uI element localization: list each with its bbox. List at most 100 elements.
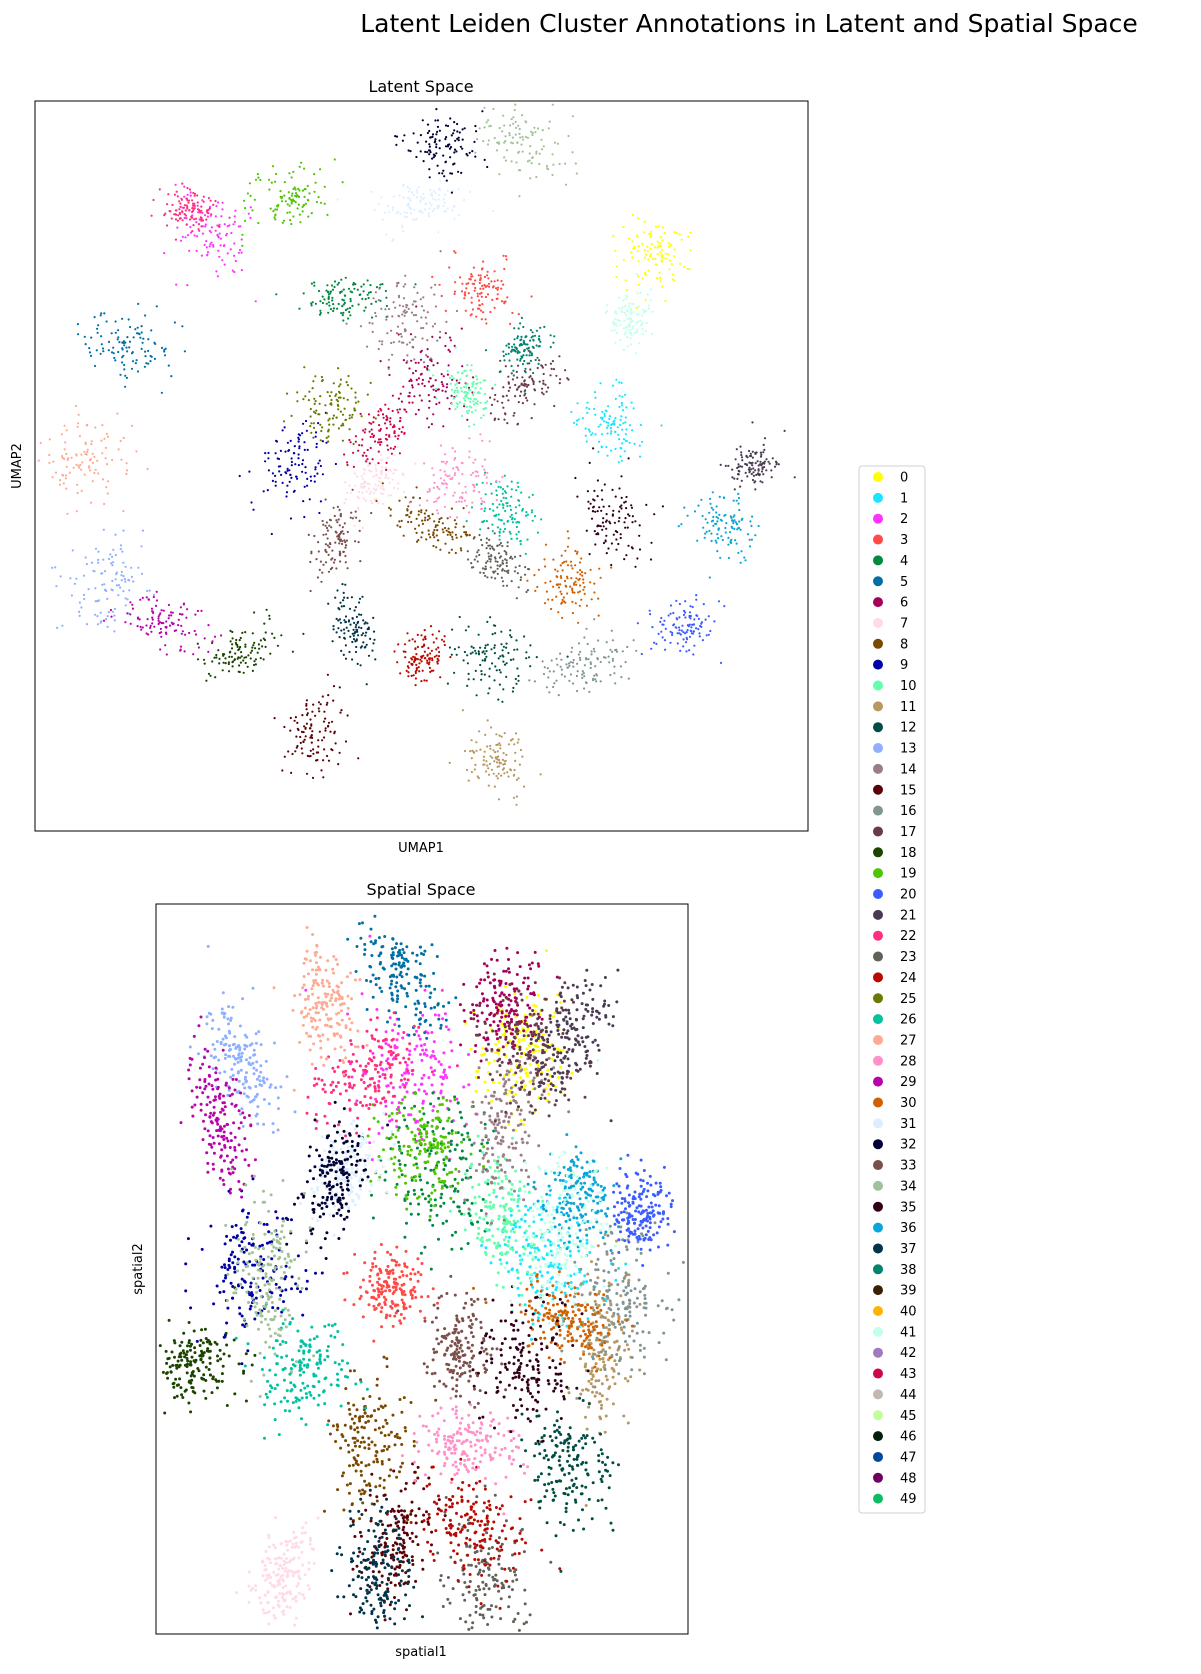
point-cluster-31 bbox=[413, 208, 416, 211]
point-cluster-18 bbox=[237, 670, 240, 673]
point-cluster-9 bbox=[279, 449, 282, 452]
point-cluster-2 bbox=[425, 1092, 428, 1096]
point-cluster-30 bbox=[569, 585, 572, 588]
latent-axes-frame bbox=[34, 100, 809, 832]
point-cluster-12 bbox=[502, 660, 505, 663]
point-cluster-28 bbox=[443, 453, 447, 456]
point-cluster-16 bbox=[593, 650, 596, 653]
point-cluster-11 bbox=[461, 709, 464, 712]
point-cluster-2 bbox=[430, 1031, 434, 1034]
point-cluster-20 bbox=[676, 618, 679, 621]
point-cluster-41 bbox=[632, 311, 635, 314]
point-cluster-7 bbox=[356, 495, 359, 498]
point-cluster-3 bbox=[489, 310, 492, 314]
point-cluster-2 bbox=[411, 1072, 414, 1076]
point-cluster-34 bbox=[488, 125, 491, 128]
point-cluster-27 bbox=[96, 459, 99, 462]
point-cluster-14 bbox=[402, 341, 405, 344]
point-cluster-26 bbox=[525, 510, 528, 514]
point-cluster-10 bbox=[474, 401, 477, 404]
point-cluster-11 bbox=[490, 726, 493, 729]
point-cluster-18 bbox=[239, 661, 242, 664]
point-cluster-25 bbox=[343, 407, 346, 410]
point-cluster-30 bbox=[580, 557, 583, 560]
point-cluster-36 bbox=[708, 511, 711, 514]
point-cluster-4 bbox=[337, 281, 340, 284]
point-cluster-26 bbox=[479, 528, 482, 531]
point-cluster-14 bbox=[386, 332, 389, 335]
point-cluster-1 bbox=[616, 426, 619, 429]
point-cluster-23 bbox=[501, 562, 505, 565]
point-cluster-12 bbox=[513, 648, 516, 651]
point-cluster-9 bbox=[267, 457, 270, 460]
point-cluster-1 bbox=[621, 428, 624, 431]
point-cluster-20 bbox=[689, 605, 692, 608]
point-cluster-34 bbox=[514, 126, 518, 129]
point-cluster-0 bbox=[556, 993, 560, 997]
point-cluster-25 bbox=[325, 412, 328, 415]
point-cluster-2 bbox=[195, 235, 199, 238]
point-cluster-8 bbox=[407, 505, 410, 508]
point-cluster-22 bbox=[173, 213, 176, 216]
point-cluster-19 bbox=[268, 188, 271, 191]
point-cluster-17 bbox=[497, 418, 500, 421]
point-cluster-31 bbox=[373, 208, 376, 211]
point-cluster-16 bbox=[611, 659, 615, 662]
point-cluster-28 bbox=[474, 475, 478, 478]
point-cluster-13 bbox=[119, 547, 122, 551]
point-cluster-2 bbox=[209, 243, 212, 246]
point-cluster-37 bbox=[344, 657, 348, 660]
point-cluster-15 bbox=[305, 702, 308, 706]
point-cluster-20 bbox=[684, 641, 688, 644]
point-cluster-35 bbox=[596, 532, 599, 535]
point-cluster-24 bbox=[438, 630, 441, 633]
point-cluster-22 bbox=[208, 207, 211, 210]
point-cluster-5 bbox=[160, 346, 164, 349]
point-cluster-18 bbox=[227, 662, 230, 666]
point-cluster-11 bbox=[500, 774, 503, 777]
point-cluster-27 bbox=[76, 491, 79, 495]
point-cluster-1 bbox=[521, 1245, 525, 1249]
point-cluster-43 bbox=[397, 434, 400, 437]
point-cluster-25 bbox=[314, 412, 317, 415]
point-cluster-34 bbox=[518, 132, 521, 135]
point-cluster-30 bbox=[597, 597, 600, 600]
point-cluster-19 bbox=[257, 176, 260, 179]
point-cluster-30 bbox=[580, 598, 583, 601]
point-cluster-7 bbox=[364, 499, 368, 502]
point-cluster-4 bbox=[362, 290, 365, 293]
point-cluster-38 bbox=[552, 341, 555, 344]
point-cluster-2 bbox=[408, 1053, 412, 1057]
point-cluster-20 bbox=[661, 636, 664, 639]
point-cluster-14 bbox=[416, 320, 419, 323]
point-cluster-35 bbox=[634, 520, 637, 523]
point-cluster-12 bbox=[514, 677, 517, 681]
point-cluster-2 bbox=[217, 249, 220, 252]
point-cluster-38 bbox=[536, 356, 539, 359]
point-cluster-25 bbox=[353, 409, 356, 412]
point-cluster-0 bbox=[661, 254, 664, 257]
point-cluster-13 bbox=[146, 589, 149, 593]
point-cluster-18 bbox=[234, 652, 237, 655]
point-cluster-36 bbox=[733, 519, 736, 522]
point-cluster-16 bbox=[609, 673, 612, 677]
point-cluster-13 bbox=[112, 561, 115, 564]
point-cluster-25 bbox=[327, 440, 330, 443]
point-cluster-12 bbox=[471, 651, 474, 654]
point-cluster-15 bbox=[310, 741, 313, 744]
point-cluster-0 bbox=[662, 256, 665, 259]
point-cluster-36 bbox=[701, 514, 704, 518]
point-cluster-6 bbox=[436, 362, 439, 365]
point-cluster-35 bbox=[631, 547, 634, 550]
point-cluster-7 bbox=[380, 466, 384, 469]
point-cluster-7 bbox=[368, 492, 372, 495]
point-cluster-18 bbox=[264, 645, 267, 649]
point-cluster-2 bbox=[203, 243, 206, 246]
point-cluster-10 bbox=[463, 403, 466, 406]
point-cluster-21 bbox=[763, 437, 767, 440]
point-cluster-23 bbox=[500, 576, 503, 579]
point-cluster-25 bbox=[314, 400, 317, 403]
point-cluster-12 bbox=[477, 650, 480, 653]
point-cluster-41 bbox=[619, 323, 622, 326]
point-cluster-2 bbox=[195, 221, 198, 224]
